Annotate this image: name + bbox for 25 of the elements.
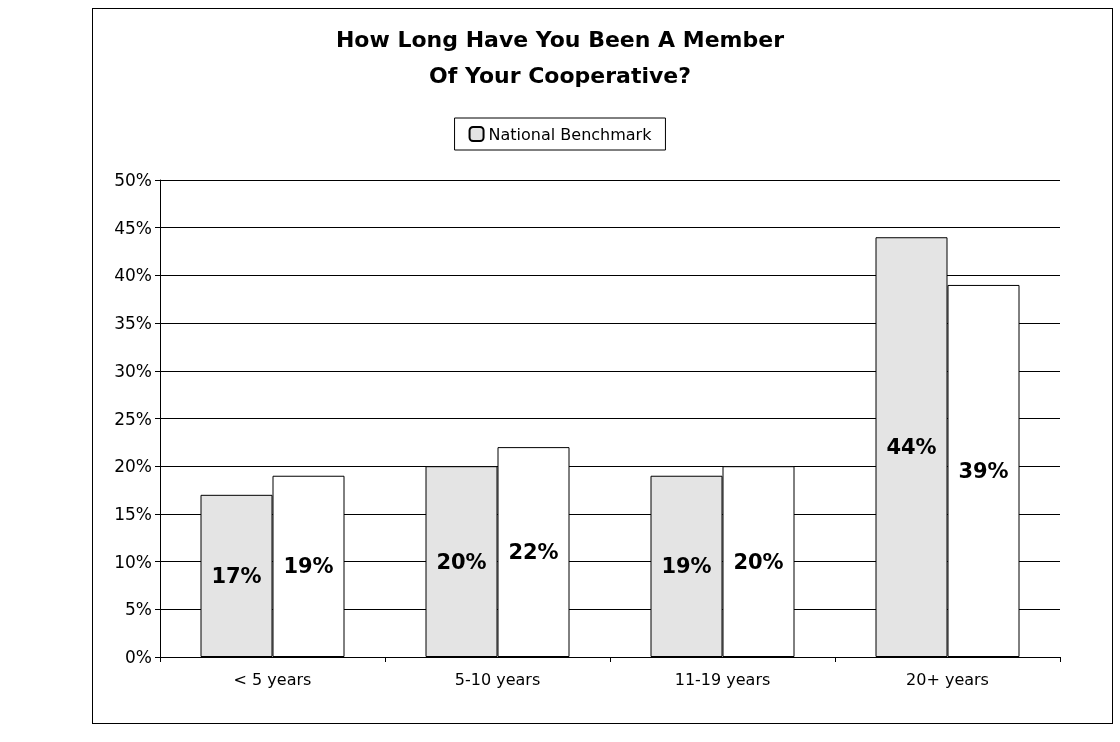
y-tick-label: 10% xyxy=(114,551,152,572)
data-label: 22% xyxy=(508,540,559,565)
y-tick-label: 25% xyxy=(114,408,152,429)
data-label: 44% xyxy=(886,435,937,460)
y-tick-label: 20% xyxy=(114,456,152,477)
data-label: 19% xyxy=(283,554,334,579)
data-label: 20% xyxy=(733,549,784,574)
x-tick-label: 20+ years xyxy=(906,669,989,689)
y-tick-label: 50% xyxy=(114,170,152,190)
y-tick-label: 5% xyxy=(125,599,152,620)
data-label: 20% xyxy=(436,549,487,574)
data-label: 17% xyxy=(211,563,262,588)
y-tick-label: 15% xyxy=(114,503,152,524)
y-tick-label: 40% xyxy=(114,265,152,286)
data-label: 39% xyxy=(958,458,1009,483)
data-label: 19% xyxy=(661,554,712,579)
y-tick-label: 45% xyxy=(114,217,152,238)
x-tick-label: 5-10 years xyxy=(454,669,541,689)
chart-title: How Long Have You Been A Member Of Your Cooperative? xyxy=(335,26,785,88)
legend-label: National Benchmark xyxy=(488,124,653,144)
y-tick-label: 0% xyxy=(125,647,152,667)
x-tick-label: < 5 years xyxy=(233,669,312,689)
y-tick-label: 30% xyxy=(114,360,152,381)
x-tick-label: 11-19 years xyxy=(674,669,771,689)
y-tick-label: 35% xyxy=(114,313,152,334)
